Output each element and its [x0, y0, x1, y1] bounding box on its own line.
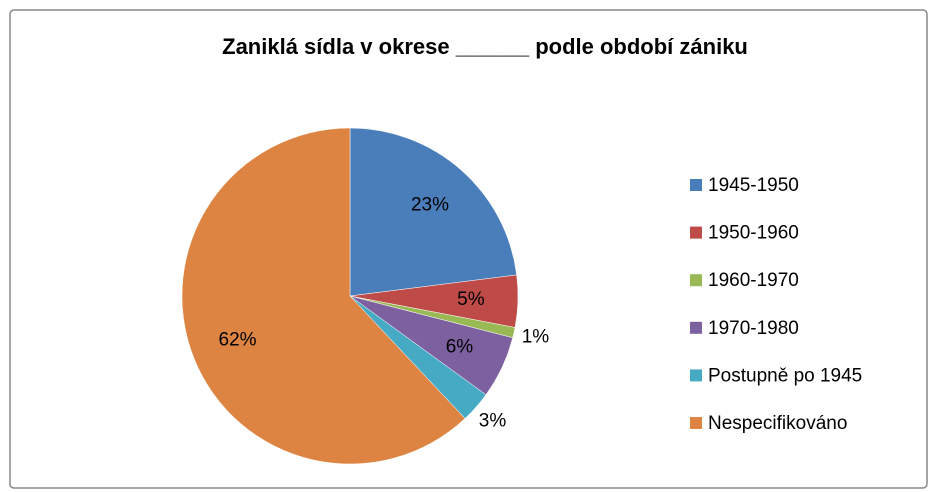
data-label: 3%	[479, 411, 507, 432]
legend-label: Nespecifikováno	[708, 413, 847, 434]
legend-label: 1960-1970	[708, 270, 799, 291]
pie-slice	[181, 127, 466, 465]
data-label: 62%	[219, 330, 257, 351]
legend-label: Postupně po 1945	[708, 365, 862, 386]
legend-label: 1970-1980	[708, 318, 799, 339]
data-label: 5%	[457, 289, 485, 310]
data-label: 6%	[446, 337, 474, 358]
legend-swatch	[690, 179, 702, 191]
pie-slice	[349, 127, 517, 297]
legend-swatch	[690, 274, 702, 287]
legend-swatch	[690, 226, 702, 239]
legend-swatch	[690, 417, 702, 429]
legend-label: 1945-1950	[708, 175, 799, 196]
legend-label: 1950-1960	[708, 223, 799, 244]
chart-title: Zaniklá sídla v okrese ______ podle obdo…	[222, 34, 748, 59]
data-label: 1%	[522, 326, 550, 347]
legend-swatch	[690, 369, 702, 382]
legend-swatch	[690, 321, 702, 334]
data-label: 23%	[411, 194, 449, 215]
